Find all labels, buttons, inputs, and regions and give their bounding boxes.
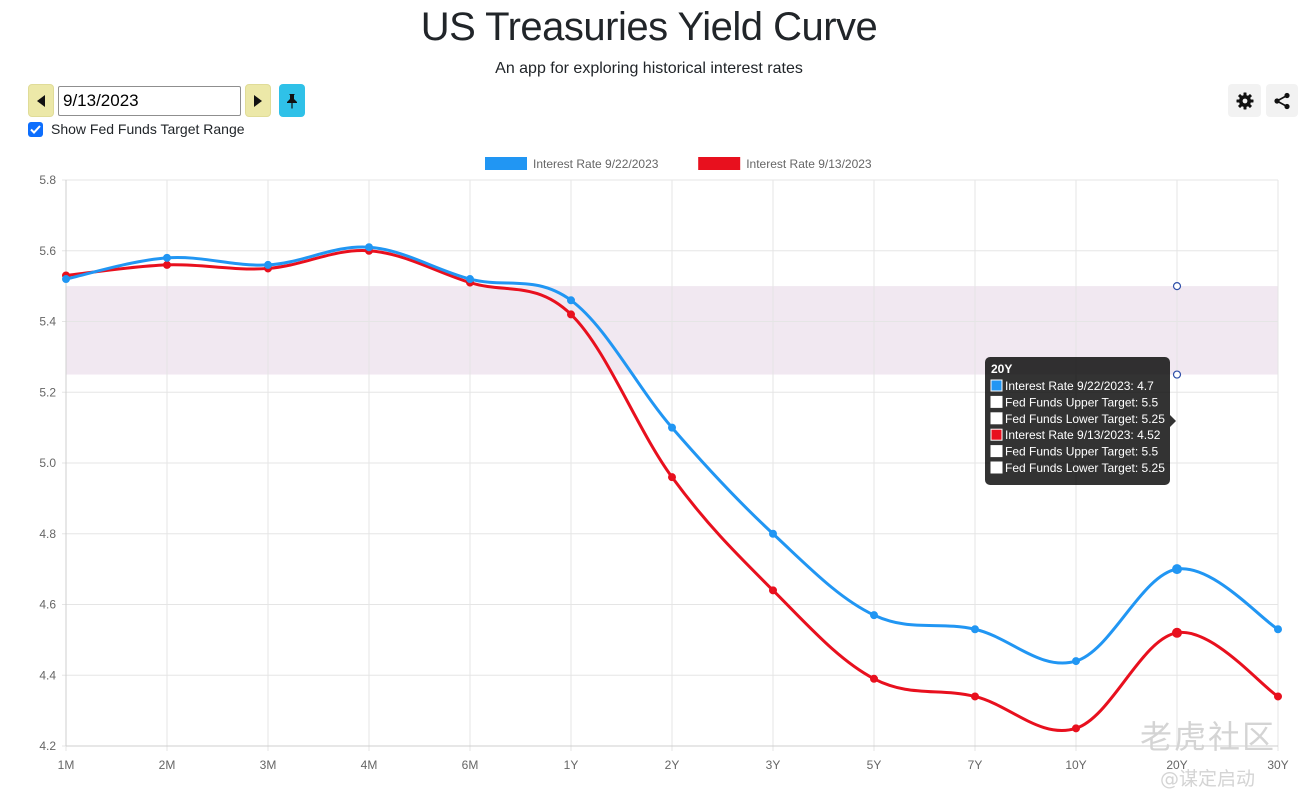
fed-lower-marker <box>1172 370 1182 379</box>
data-point <box>1274 692 1282 701</box>
hover-point <box>1172 564 1182 575</box>
legend-swatch <box>485 157 527 170</box>
data-point <box>1072 657 1080 666</box>
data-point <box>264 260 272 269</box>
fed-upper-marker <box>1172 282 1182 291</box>
data-point <box>1173 565 1181 574</box>
data-point <box>668 423 676 432</box>
data-point <box>769 529 777 538</box>
y-tick-label: 4.6 <box>39 598 56 612</box>
y-tick-label: 4.8 <box>39 527 56 541</box>
tooltip-swatch <box>990 412 1003 425</box>
x-tick-label: 5Y <box>867 758 882 772</box>
x-tick-label: 7Y <box>968 758 983 772</box>
x-tick-label: 4M <box>361 758 378 772</box>
settings-button[interactable] <box>1228 84 1261 117</box>
y-tick-label: 4.2 <box>39 739 56 753</box>
data-point <box>62 275 70 284</box>
data-point <box>365 243 373 252</box>
tooltip-line: Fed Funds Lower Target: 5.25 <box>1005 461 1165 475</box>
data-point <box>1173 628 1181 637</box>
data-point <box>769 586 777 595</box>
tooltip-caret <box>1170 415 1176 427</box>
gear-icon <box>1236 92 1253 109</box>
data-point <box>971 692 979 701</box>
watermark-sub: @谋定启动 <box>1160 768 1256 790</box>
tooltip-swatch <box>990 461 1003 474</box>
y-tick-label: 5.4 <box>39 315 56 329</box>
fed-funds-toggle[interactable]: Show Fed Funds Target Range <box>28 121 245 137</box>
data-point <box>62 271 70 280</box>
checkmark-icon <box>30 124 41 134</box>
share-icon <box>1274 92 1290 109</box>
next-date-button[interactable] <box>245 84 271 117</box>
data-point <box>466 275 474 284</box>
data-point <box>1072 724 1080 733</box>
series-line <box>65 249 1279 732</box>
y-tick-label: 5.8 <box>39 173 56 187</box>
legend-label: Interest Rate 9/22/2023 <box>533 157 659 171</box>
data-point <box>870 611 878 620</box>
tooltip-line: Fed Funds Upper Target: 5.5 <box>1005 395 1159 409</box>
data-point <box>466 278 474 287</box>
y-tick-label: 5.2 <box>39 385 56 399</box>
data-point <box>163 253 171 262</box>
tooltip-swatch <box>990 445 1003 458</box>
watermark-main: 老虎社区 <box>1140 718 1277 756</box>
data-point <box>567 310 575 319</box>
caret-left-icon <box>37 94 45 107</box>
data-point <box>264 264 272 273</box>
previous-date-button[interactable] <box>28 84 54 117</box>
legend-swatch <box>698 157 741 170</box>
tooltip-box <box>985 357 1170 485</box>
data-point <box>163 260 171 269</box>
fed-funds-band <box>66 286 1278 375</box>
tooltip-line: Fed Funds Upper Target: 5.5 <box>1005 445 1159 459</box>
tooltip-swatch <box>990 395 1003 408</box>
caret-right-icon <box>254 94 262 107</box>
data-point <box>870 674 878 683</box>
x-tick-label: 2M <box>159 758 176 772</box>
x-tick-label: 6M <box>462 758 479 772</box>
tooltip-title: 20Y <box>991 362 1012 376</box>
tooltip-swatch <box>990 379 1003 392</box>
data-point <box>668 473 676 482</box>
page-subtitle: An app for exploring historical interest… <box>495 60 803 77</box>
fed-funds-checkbox[interactable] <box>28 121 43 137</box>
data-point <box>971 625 979 634</box>
data-point <box>567 296 575 305</box>
x-tick-label: 30Y <box>1267 758 1288 772</box>
y-tick-label: 4.4 <box>39 668 56 682</box>
fed-funds-checkbox-label: Show Fed Funds Target Range <box>51 121 245 137</box>
hover-point <box>1172 627 1182 638</box>
y-tick-label: 5.0 <box>39 456 56 470</box>
tooltip-line: Fed Funds Lower Target: 5.25 <box>1005 412 1165 426</box>
x-tick-label: 2Y <box>665 758 680 772</box>
pin-icon <box>287 93 297 109</box>
legend-label: Interest Rate 9/13/2023 <box>746 157 872 171</box>
date-input[interactable] <box>58 86 241 116</box>
data-point <box>1274 625 1282 634</box>
share-button[interactable] <box>1266 84 1298 117</box>
y-tick-label: 5.6 <box>39 244 56 258</box>
tooltip-line: Interest Rate 9/13/2023: 4.52 <box>1005 428 1161 442</box>
tooltip-line: Interest Rate 9/22/2023: 4.7 <box>1005 379 1154 393</box>
tooltip-swatch <box>990 428 1003 441</box>
x-tick-label: 3M <box>260 758 277 772</box>
x-tick-label: 3Y <box>766 758 781 772</box>
pin-button[interactable] <box>279 84 305 117</box>
page-title: US Treasuries Yield Curve <box>420 5 878 49</box>
series-line <box>65 245 1279 665</box>
x-tick-label: 1M <box>58 758 75 772</box>
x-tick-label: 10Y <box>1065 758 1086 772</box>
data-point <box>365 246 373 255</box>
x-tick-label: 1Y <box>564 758 579 772</box>
